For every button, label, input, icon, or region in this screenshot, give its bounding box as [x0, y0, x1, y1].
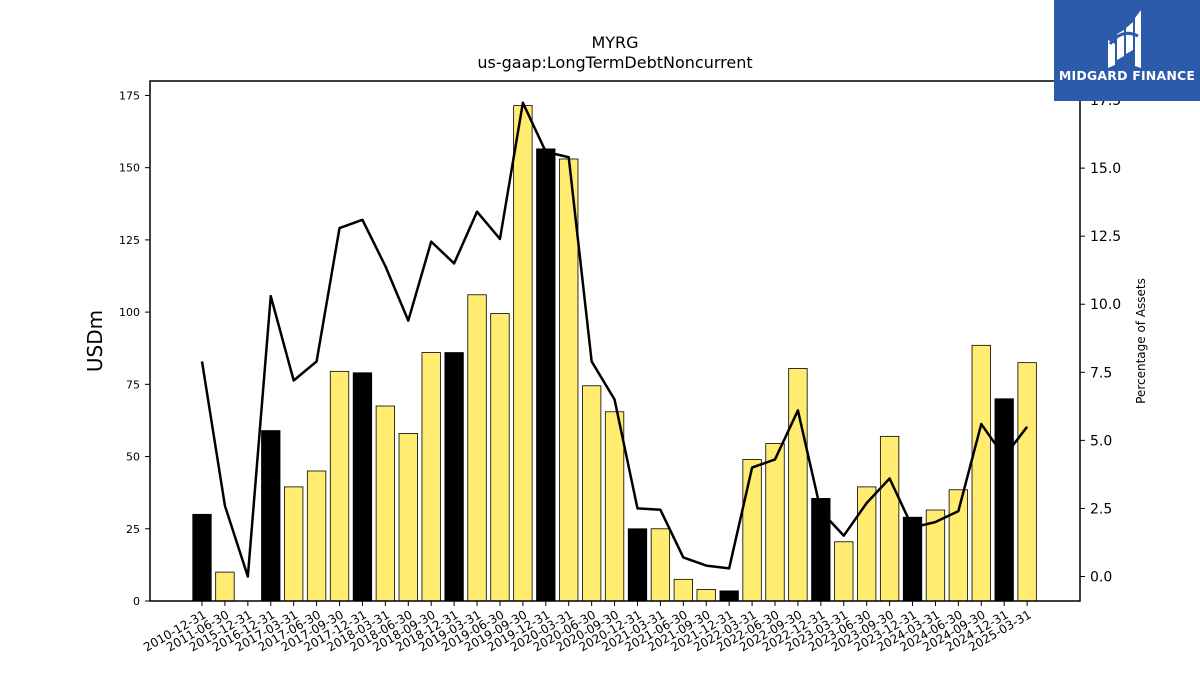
bar-2025-03-31	[1017, 362, 1037, 602]
bar-2021-03-31	[650, 528, 671, 602]
y-tick-label-75: 75	[126, 378, 140, 391]
midgard-logo-icon	[1108, 10, 1141, 68]
bar-2011-06-30	[215, 571, 235, 602]
bar-2021-12-31	[719, 590, 739, 602]
bar-2023-09-30	[879, 435, 900, 602]
bar-2018-09-30	[421, 352, 441, 602]
bar-2017-12-31	[352, 372, 373, 602]
bar-2018-06-30	[398, 433, 418, 602]
bar-2020-09-30	[604, 411, 625, 602]
y2-tick-label-4: 10.0	[1090, 297, 1121, 313]
chart-subtitle: us-gaap:LongTermDebtNoncurrent	[477, 53, 752, 72]
bar-2017-09-30	[329, 370, 350, 602]
y-tick-label-50: 50	[126, 451, 140, 464]
y2-tick-label-3: 7.5	[1090, 365, 1112, 381]
midgard-finance-logo: MIDGARD FINANCE	[1054, 0, 1200, 101]
bar-2017-03-31	[284, 486, 304, 602]
y-tick-label-175: 175	[119, 89, 140, 102]
chart-title: MYRG	[591, 33, 638, 52]
bar-2021-09-30	[696, 589, 716, 602]
bar-2020-12-31	[627, 528, 648, 602]
bar-2019-12-31	[536, 148, 556, 602]
y2-tick-label-0: 0.0	[1090, 569, 1112, 585]
y-tick-label-125: 125	[119, 234, 140, 247]
y2-axis-label: Percentage of Assets	[1134, 278, 1148, 404]
y2-tick-label-5: 12.5	[1090, 229, 1121, 245]
bar-2022-03-31	[742, 459, 762, 602]
logo-text: MIDGARD FINANCE	[1058, 68, 1196, 83]
y2-tick-label-6: 15.0	[1090, 161, 1121, 177]
y-axis-label: USDm	[83, 310, 107, 372]
bar-2019-03-31	[467, 294, 487, 602]
y-tick-label-25: 25	[126, 523, 140, 536]
bar-2020-06-30	[581, 385, 602, 602]
bar-2017-06-30	[306, 470, 327, 602]
y-tick-label-150: 150	[119, 162, 140, 175]
bar-2023-03-31	[834, 541, 854, 602]
percentage-of-assets-line	[200, 101, 1029, 578]
bar-2018-03-31	[375, 405, 396, 602]
bar-2022-09-30	[788, 368, 808, 602]
bar-2018-12-31	[444, 352, 464, 602]
bar-2019-09-30	[513, 105, 533, 602]
bar-2019-06-30	[490, 313, 510, 602]
y2-tick-label-2: 5.0	[1090, 433, 1112, 449]
bar-2010-12-31	[192, 513, 212, 602]
bar-2021-06-30	[673, 578, 693, 602]
bar-2024-12-31	[994, 398, 1014, 602]
y-tick-label-0: 0	[133, 595, 140, 608]
y2-tick-label-1: 2.5	[1090, 501, 1112, 517]
bar-2024-09-30	[971, 344, 991, 602]
bar-2022-12-31	[811, 498, 831, 602]
y-tick-label-100: 100	[119, 306, 140, 319]
bar-2022-06-30	[765, 443, 785, 602]
bar-2016-12-31	[261, 430, 281, 602]
bar-2023-12-31	[902, 516, 923, 602]
